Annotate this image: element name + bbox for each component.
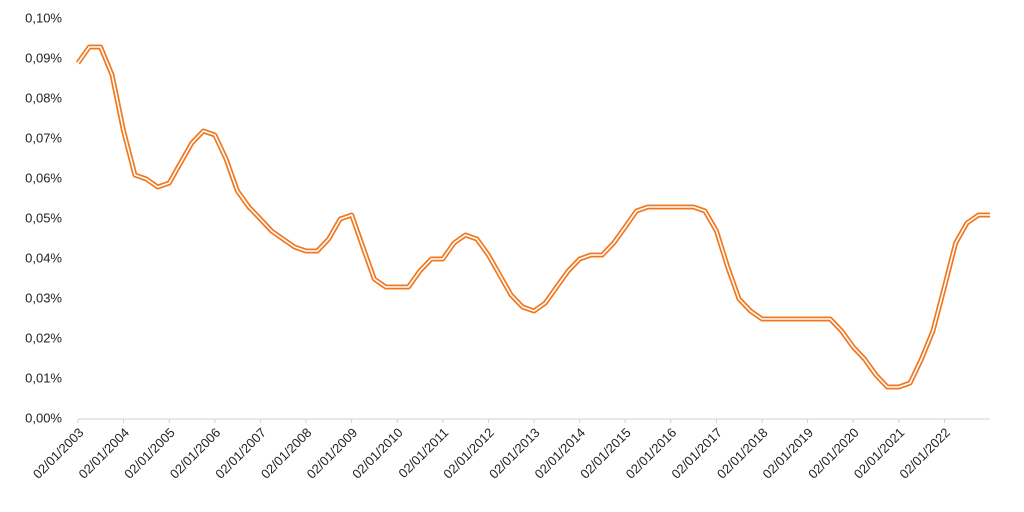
y-tick-label: 0,07%: [25, 130, 62, 145]
y-tick-label: 0,08%: [25, 90, 62, 105]
y-tick-label: 0,06%: [25, 170, 62, 185]
y-tick-label: 0,05%: [25, 210, 62, 225]
y-tick-label: 0,04%: [25, 250, 62, 265]
y-tick-label: 0,01%: [25, 370, 62, 385]
y-tick-label: 0,03%: [25, 290, 62, 305]
y-tick-label: 0,00%: [25, 410, 62, 425]
y-tick-label: 0,10%: [25, 10, 62, 25]
line-highlight: [77, 46, 990, 388]
y-tick-label: 0,02%: [25, 330, 62, 345]
y-tick-label: 0,09%: [25, 50, 62, 65]
series-line: [75, 44, 990, 390]
